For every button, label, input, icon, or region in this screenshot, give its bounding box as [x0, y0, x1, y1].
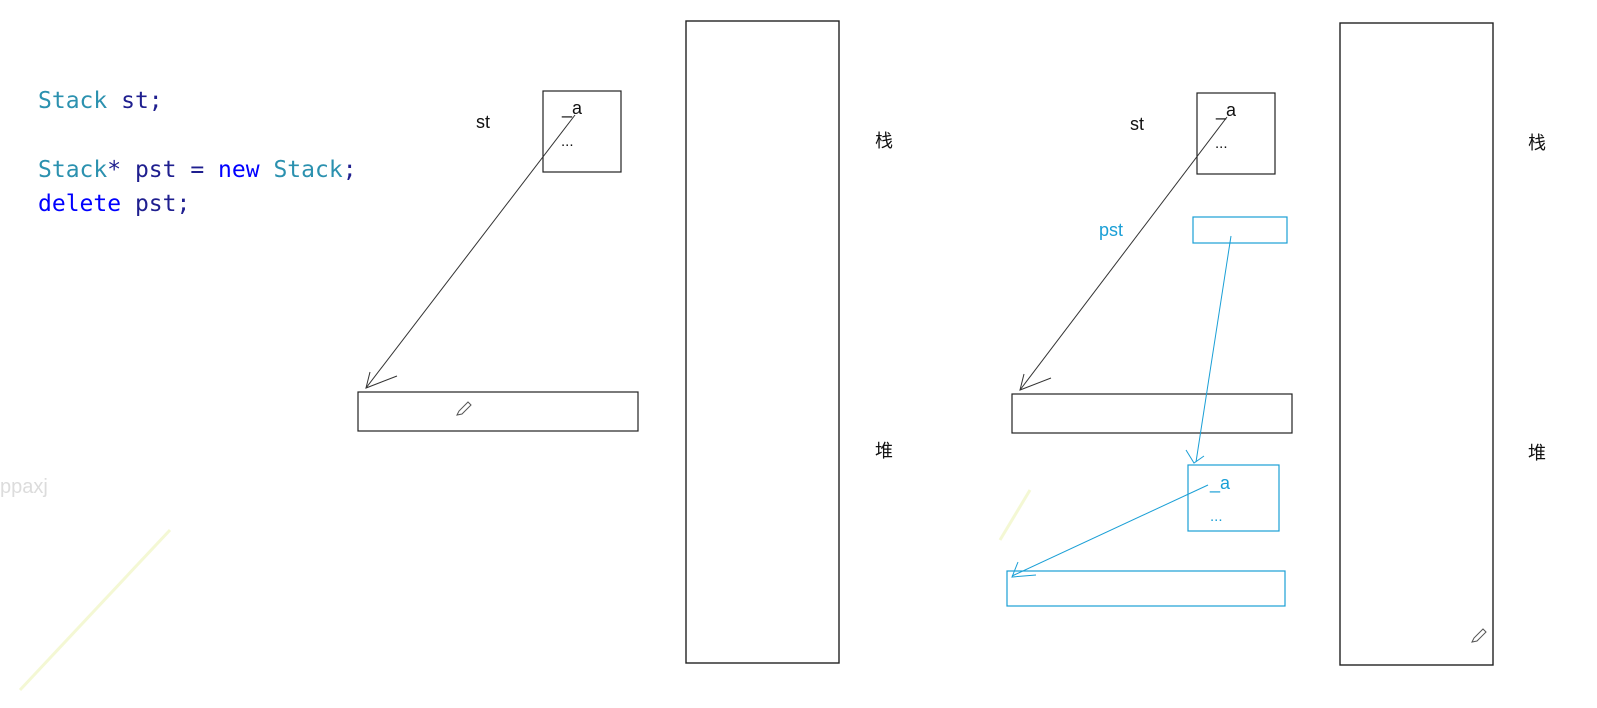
code-keyword: delete	[38, 191, 122, 217]
right-heap-label: 堆	[1528, 443, 1546, 464]
right-stack-object-box	[1196, 92, 1276, 175]
left-var-st-label: st	[476, 112, 491, 132]
code-text: * pst =	[107, 157, 219, 183]
right-stack-label: 栈	[1528, 133, 1546, 154]
left-heap-array-box	[357, 391, 639, 432]
heap-object-member-a: _a	[1210, 473, 1231, 493]
right-member-more: ...	[1215, 135, 1228, 152]
right-heap-array-box	[1011, 393, 1293, 434]
code-type: Stack	[38, 157, 108, 183]
pst-label: pst	[1099, 220, 1124, 240]
left-stack-label: 栈	[875, 131, 893, 152]
pencil-icon	[1471, 628, 1487, 643]
heap-object-member-more: ...	[1210, 508, 1223, 525]
heap-a-pointer-arrow	[1011, 484, 1209, 577]
right-pointer-box	[1192, 216, 1288, 244]
watermark-marks	[18, 489, 1032, 692]
left-pointer-arrow	[365, 114, 576, 389]
pst-pointer-arrow	[1195, 235, 1232, 463]
watermark-text: ppaxj	[0, 476, 48, 498]
right-heap-object-box	[1187, 464, 1280, 532]
pst-arrowhead	[1185, 449, 1205, 464]
code-text: st;	[107, 88, 163, 114]
code-type: Stack	[38, 88, 108, 114]
code-line-1: Stack st;	[38, 88, 163, 114]
left-member-a: _a	[562, 98, 583, 118]
pencil-icon	[456, 401, 472, 416]
right-var-st-label: st	[1130, 114, 1145, 134]
code-line-2: Stack* pst = new Stack;	[38, 157, 357, 183]
left-memory-column	[685, 20, 840, 664]
right-arrowhead	[1019, 373, 1052, 391]
right-memory-column	[1339, 22, 1494, 666]
code-keyword: new	[218, 157, 260, 183]
right-member-a: _a	[1216, 100, 1237, 120]
code-line-3: delete pst;	[38, 191, 190, 217]
left-heap-label: 堆	[875, 441, 893, 462]
right-pointer-arrow	[1019, 116, 1228, 391]
left-member-more: ...	[561, 133, 574, 150]
code-text: ;	[342, 157, 357, 183]
code-type: Stack	[273, 157, 343, 183]
code-text: pst;	[121, 191, 191, 217]
left-stack-object-box	[542, 90, 622, 173]
right-heap-array-box-2	[1006, 570, 1286, 607]
left-arrowhead	[365, 371, 398, 389]
heap-a-arrowhead	[1011, 561, 1037, 578]
